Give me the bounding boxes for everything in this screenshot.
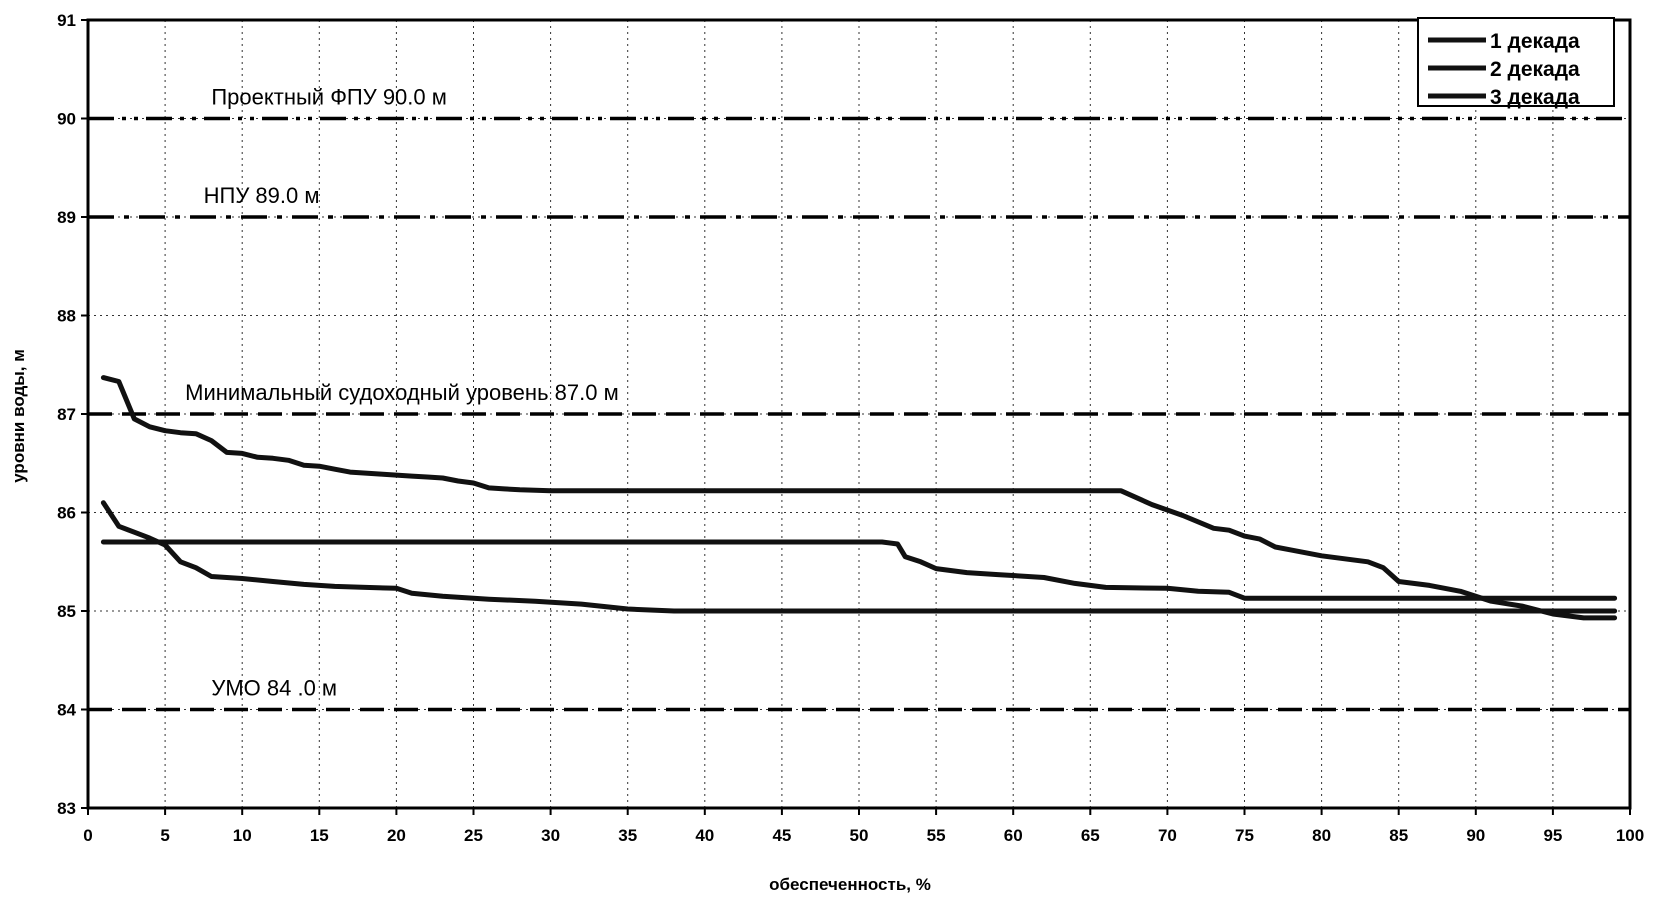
x-tick-label: 80 bbox=[1312, 826, 1331, 845]
y-tick-label: 91 bbox=[57, 11, 76, 30]
y-tick-label: 90 bbox=[57, 110, 76, 129]
x-tick-label: 75 bbox=[1235, 826, 1254, 845]
x-tick-label: 20 bbox=[387, 826, 406, 845]
y-tick-label: 86 bbox=[57, 504, 76, 523]
x-tick-label: 35 bbox=[618, 826, 637, 845]
x-tick-label: 55 bbox=[927, 826, 946, 845]
legend-label: 2 декада bbox=[1490, 58, 1580, 81]
reference-line-label: УМО 84 .0 м bbox=[211, 676, 337, 701]
x-tick-label: 15 bbox=[310, 826, 329, 845]
x-tick-label: 50 bbox=[850, 826, 869, 845]
x-tick-label: 40 bbox=[695, 826, 714, 845]
axes: 0 5 10 15 20 25 30 35 40 45 50 55 60 65 70 75 80 85 90 95 10… bbox=[57, 11, 1644, 845]
x-tick-label: 10 bbox=[233, 826, 252, 845]
y-tick-label: 85 bbox=[57, 602, 76, 621]
reference-lines: Проектный ФПУ 90.0 м НПУ 89.0 м Минимальны… bbox=[88, 85, 1630, 712]
series-line bbox=[100, 500, 1618, 614]
x-tick-label: 90 bbox=[1466, 826, 1485, 845]
series-line bbox=[100, 375, 1618, 621]
y-tick-label: 83 bbox=[57, 799, 76, 818]
x-tick-label: 5 bbox=[160, 826, 169, 845]
reference-line-label: Проектный ФПУ 90.0 м bbox=[211, 85, 447, 110]
y-tick-label: 88 bbox=[57, 307, 76, 326]
series-line bbox=[100, 539, 1618, 601]
x-tick-label: 25 bbox=[464, 826, 483, 845]
y-tick-label: 89 bbox=[57, 208, 76, 227]
reference-line-label: Минимальный судоходный уровень 87.0 м bbox=[185, 380, 619, 405]
x-tick-label: 70 bbox=[1158, 826, 1177, 845]
reference-line-label: НПУ 89.0 м bbox=[204, 183, 320, 208]
x-tick-label: 95 bbox=[1543, 826, 1562, 845]
legend-label: 3 декада bbox=[1490, 86, 1580, 109]
x-tick-label: 0 bbox=[83, 826, 92, 845]
x-axis-title: обеспеченность, % bbox=[769, 875, 931, 894]
x-tick-label: 30 bbox=[541, 826, 560, 845]
y-tick-label: 87 bbox=[57, 405, 76, 424]
y-tick-label: 84 bbox=[57, 701, 76, 720]
series-lines bbox=[100, 375, 1618, 621]
x-tick-label: 85 bbox=[1389, 826, 1408, 845]
x-tick-label: 100 bbox=[1616, 826, 1644, 845]
x-tick-label: 65 bbox=[1081, 826, 1100, 845]
y-axis-title: уровни воды, м bbox=[9, 349, 28, 483]
x-tick-label: 45 bbox=[772, 826, 791, 845]
legend: 1 декада 2 декада 3 декада bbox=[1417, 17, 1615, 109]
x-tick-label: 60 bbox=[1004, 826, 1023, 845]
legend-box bbox=[1417, 17, 1615, 107]
legend-label: 1 декада bbox=[1490, 30, 1580, 53]
